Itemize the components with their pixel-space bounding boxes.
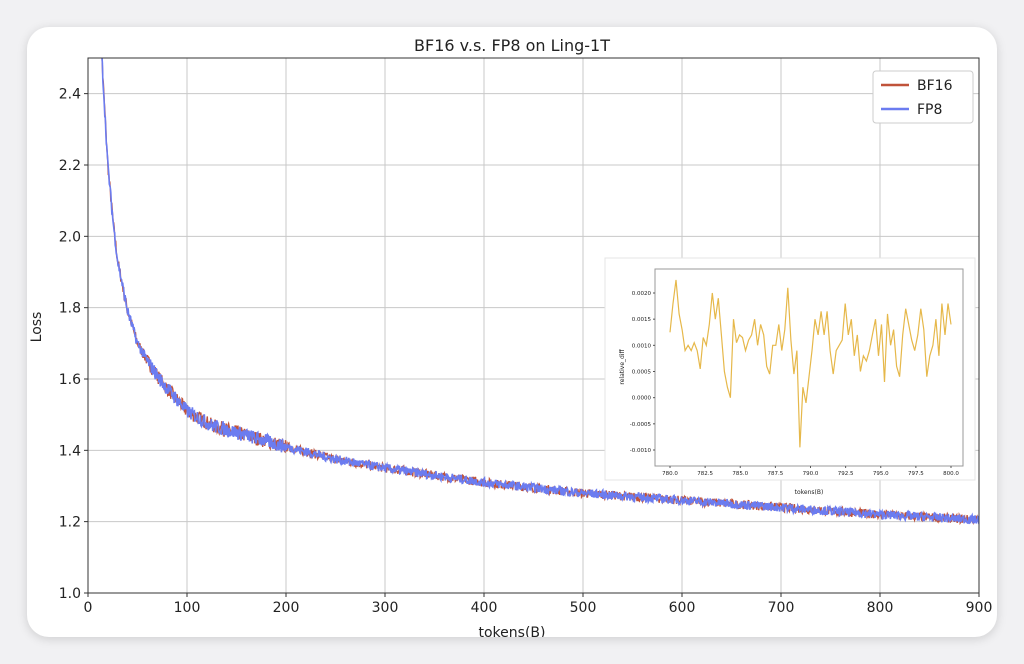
y-tick-label: 1.2 bbox=[59, 515, 81, 531]
loss-chart: BF16 v.s. FP8 on Ling-1T 0 100 200 300 400 50… bbox=[29, 36, 993, 637]
inset-x-tick-label: 782.5 bbox=[697, 471, 713, 477]
series-lines bbox=[101, 58, 979, 526]
inset-series-line bbox=[669, 279, 952, 448]
inset-x-tick-label: 787.5 bbox=[768, 471, 784, 477]
inset-chart: 780.0 782.5 785.0 787.5 790.0 792.5 795.0 797.5… bbox=[604, 257, 976, 496]
x-axis-label: tokens(B) bbox=[479, 625, 546, 637]
inset-x-tick-label: 795.0 bbox=[873, 471, 889, 477]
y-tick-label: 1.4 bbox=[59, 443, 81, 459]
inset-x-tick-label: 800.0 bbox=[943, 471, 959, 477]
y-tick-label: 2.4 bbox=[59, 87, 81, 103]
chart-title: BF16 v.s. FP8 on Ling-1T bbox=[414, 36, 610, 55]
inset-y-tick-label: -0.0005 bbox=[630, 422, 652, 428]
plot-frame bbox=[87, 57, 980, 594]
y-axis-label: Loss bbox=[29, 312, 45, 343]
inset-y-tick-label: 0.0005 bbox=[632, 370, 652, 376]
inset-y-tick-label: 0.0020 bbox=[632, 291, 652, 297]
x-tick-label: 600 bbox=[669, 600, 696, 616]
y-tick-label: 2.0 bbox=[59, 229, 81, 245]
legend-label-bf16: BF16 bbox=[917, 78, 953, 94]
x-tick-label: 400 bbox=[471, 600, 498, 616]
inset-y-tick-label: 0.0000 bbox=[632, 396, 652, 402]
y-tick-label: 1.6 bbox=[59, 372, 81, 388]
inset-x-tick-label: 792.5 bbox=[838, 471, 854, 477]
x-tick-label: 500 bbox=[570, 600, 597, 616]
legend-label-fp8: FP8 bbox=[917, 102, 942, 118]
inset-x-label: tokens(B) bbox=[795, 489, 824, 496]
legend: BF16 FP8 bbox=[872, 70, 974, 124]
x-tick-label: 100 bbox=[174, 600, 201, 616]
x-tick-label: 900 bbox=[966, 600, 993, 616]
inset-x-tick-label: 785.0 bbox=[732, 471, 748, 477]
x-tick-label: 300 bbox=[372, 600, 399, 616]
x-tick-label: 800 bbox=[867, 600, 894, 616]
y-tick-label: 2.2 bbox=[59, 158, 81, 174]
x-tick-label: 200 bbox=[273, 600, 300, 616]
chart-card: BF16 v.s. FP8 on Ling-1T 0 100 200 300 400 50… bbox=[27, 27, 997, 637]
inset-x-tick-label: 797.5 bbox=[908, 471, 924, 477]
inset-y-tick-label: 0.0015 bbox=[632, 317, 652, 323]
x-tick-label: 700 bbox=[768, 600, 795, 616]
inset-x-tick-label: 790.0 bbox=[803, 471, 819, 477]
inset-y-tick-label: 0.0010 bbox=[632, 343, 652, 349]
y-tick-label: 1.8 bbox=[59, 301, 81, 317]
axes: 0 100 200 300 400 500 600 700 800 900 1.0 1.2 1.4 1.6… bbox=[59, 57, 993, 616]
y-tick-label: 1.0 bbox=[59, 586, 81, 602]
inset-x-tick-label: 780.0 bbox=[662, 471, 678, 477]
series-line-fp8 bbox=[101, 58, 979, 525]
x-tick-label: 0 bbox=[84, 600, 93, 616]
inset-y-label: relative_diff bbox=[619, 349, 626, 385]
inset-y-tick-label: -0.0010 bbox=[630, 448, 652, 454]
